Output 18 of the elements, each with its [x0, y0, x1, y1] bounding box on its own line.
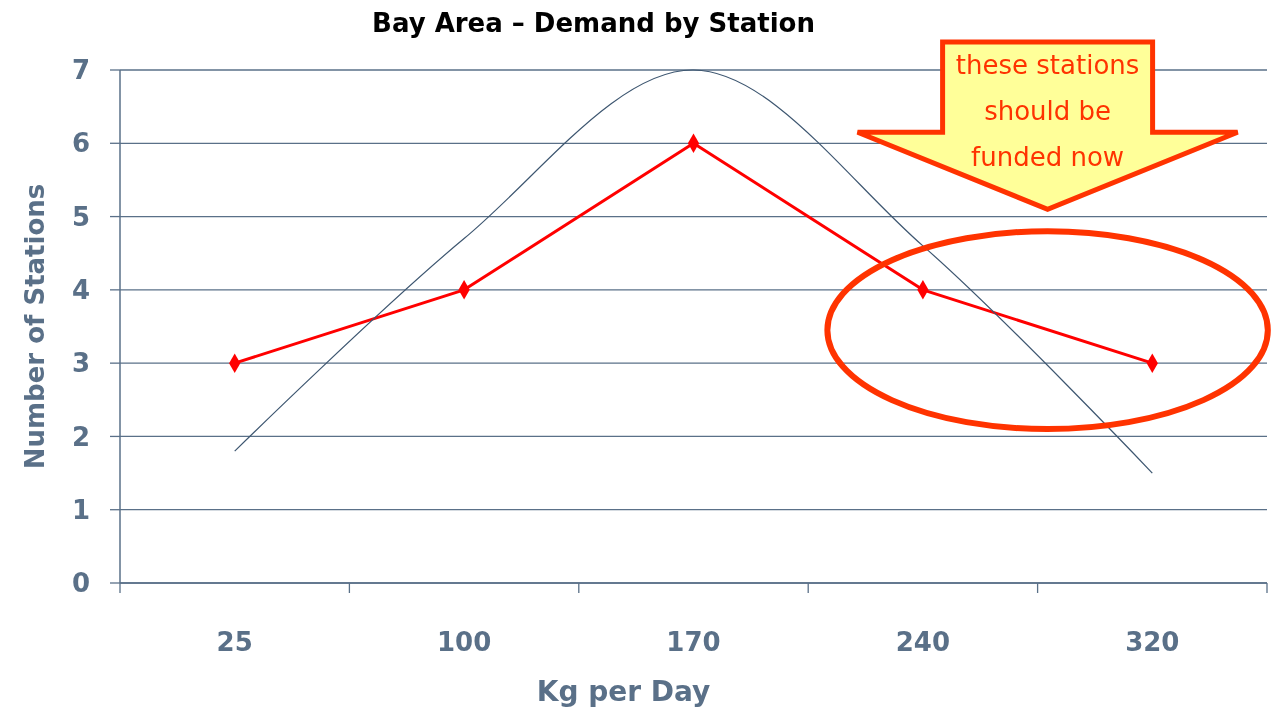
- y-tick-label: 7: [71, 55, 90, 86]
- x-axis-title: Kg per Day: [536, 675, 711, 708]
- y-tick-label: 4: [71, 274, 90, 305]
- x-tick-label: 240: [895, 627, 951, 657]
- annotation: these stations should be funded now: [955, 50, 1140, 172]
- y-tick-label: 2: [71, 421, 90, 452]
- y-tick-label: 5: [71, 201, 90, 232]
- y-tick-label: 1: [71, 494, 90, 525]
- callout-arrow: these stations should be funded now: [855, 39, 1241, 212]
- y-tick-label: 6: [71, 128, 90, 159]
- x-tick-label: 100: [436, 627, 492, 657]
- x-tick-label: 320: [1125, 627, 1180, 657]
- y-tick-label: 3: [71, 348, 90, 379]
- y-tick-label: 0: [71, 568, 90, 599]
- y-axis-title: Number of Stations: [20, 183, 50, 470]
- x-tick-label: 170: [666, 627, 721, 657]
- x-tick-label: 25: [216, 627, 253, 657]
- chart-title: Bay Area – Demand by Station: [372, 8, 815, 38]
